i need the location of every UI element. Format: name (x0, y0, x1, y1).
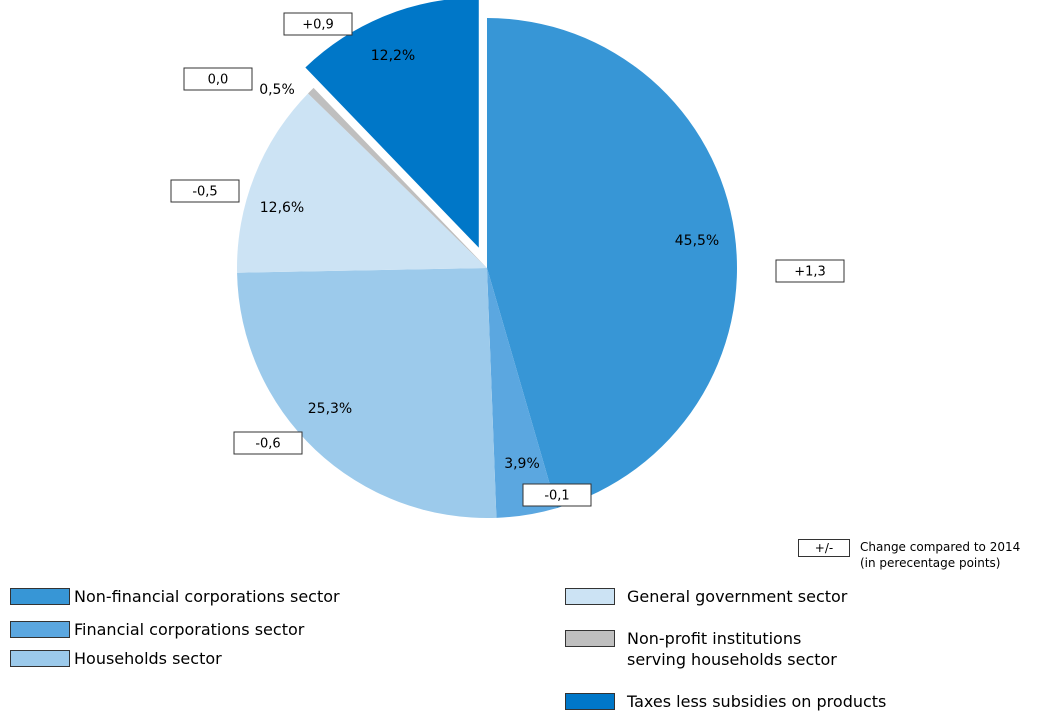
legend-item: Non-profit institutions serving househol… (565, 628, 865, 670)
slice-label: 12,2% (371, 48, 415, 64)
slice-label: 25,3% (308, 401, 352, 417)
change-label: -0,6 (255, 437, 280, 452)
legend-item: Financial corporations sector (10, 619, 304, 640)
note-symbol: +/- (798, 539, 850, 557)
legend-label: Households sector (74, 649, 222, 668)
note-text: Change compared to 2014 (in perecentage … (860, 539, 1020, 571)
slice-label: 45,5% (675, 233, 719, 249)
legend-item: General government sector (565, 586, 847, 607)
legend-label: Financial corporations sector (74, 620, 305, 639)
change-box (283, 12, 353, 36)
legend-swatch (10, 621, 70, 638)
change-label: -0,1 (544, 489, 569, 504)
change-label: +0,9 (302, 18, 334, 33)
change-label: +1,3 (794, 265, 826, 280)
legend-item: Taxes less subsidies on products (565, 691, 886, 712)
change-box (522, 483, 592, 507)
legend-swatch (565, 588, 615, 605)
pie-slice (487, 18, 738, 509)
pie-slice (308, 87, 487, 268)
legend-swatch (565, 693, 615, 710)
change-label: 0,0 (208, 73, 229, 88)
pie-slice (305, 0, 479, 248)
change-box (170, 179, 240, 203)
change-box (233, 431, 303, 455)
slice-label: 0,5% (259, 82, 295, 98)
legend-swatch (565, 630, 615, 647)
legend-label: Non-financial corporations sector (74, 587, 340, 606)
legend-label: General government sector (627, 587, 848, 606)
legend-label: Taxes less subsidies on products (627, 692, 887, 711)
pie-slice (237, 268, 497, 519)
legend-swatch (10, 650, 70, 667)
change-label: -0,5 (192, 185, 217, 200)
pie-slice (237, 93, 487, 273)
slice-label: 3,9% (504, 456, 540, 472)
legend-label: Non-profit institutions serving househol… (627, 629, 837, 669)
change-box (183, 67, 253, 91)
pie-slice (487, 268, 557, 518)
change-box (775, 259, 845, 283)
legend-swatch (10, 588, 70, 605)
note-line: Change compared to 2014 (860, 540, 1021, 554)
note-line: (in perecentage points) (860, 556, 1001, 570)
legend-item: Non-financial corporations sector (10, 586, 340, 607)
slice-label: 12,6% (260, 200, 304, 216)
legend-item: Households sector (10, 648, 222, 669)
